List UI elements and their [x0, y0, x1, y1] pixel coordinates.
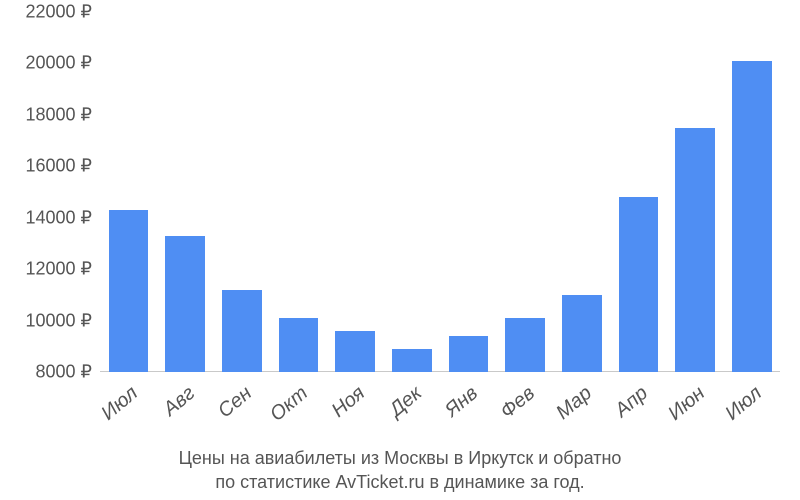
x-tick-label: Мар — [552, 382, 597, 425]
bars-container: ИюлАвгСенОктНояДекЯнвФевМарАпрИюнИюл — [100, 12, 780, 372]
x-tick-label: Июн — [664, 382, 710, 426]
bar — [732, 61, 772, 372]
x-tick-label: Ноя — [328, 382, 370, 423]
chart-caption: Цены на авиабилеты из Москвы в Иркутск и… — [0, 446, 800, 495]
bar — [279, 318, 319, 372]
y-tick-label: 16000 ₽ — [25, 156, 100, 177]
bar-slot: Апр — [610, 12, 667, 372]
x-tick-label: Янв — [441, 382, 483, 422]
x-tick-label: Авг — [159, 382, 200, 421]
y-tick-label: 18000 ₽ — [25, 104, 100, 125]
bar — [165, 236, 205, 372]
bar — [675, 128, 715, 372]
bar-slot: Дек — [383, 12, 440, 372]
x-tick-label: Фев — [496, 382, 539, 424]
bar — [449, 336, 489, 372]
bar-slot: Мар — [553, 12, 610, 372]
price-chart: ИюлАвгСенОктНояДекЯнвФевМарАпрИюнИюл 800… — [0, 0, 800, 500]
caption-line-1: Цены на авиабилеты из Москвы в Иркутск и… — [179, 448, 622, 468]
x-tick-label: Сен — [214, 382, 257, 423]
caption-line-2: по статистике AvTicket.ru в динамике за … — [215, 472, 584, 492]
x-tick-label: Июл — [98, 382, 144, 425]
bar — [335, 331, 375, 372]
x-tick-label: Дек — [385, 382, 426, 422]
bar-slot: Янв — [440, 12, 497, 372]
bar-slot: Июн — [667, 12, 724, 372]
bar-slot: Фев — [497, 12, 554, 372]
bar — [392, 349, 432, 372]
y-tick-label: 10000 ₽ — [25, 310, 100, 331]
x-tick-label: Июл — [721, 382, 767, 425]
y-tick-label: 8000 ₽ — [36, 362, 101, 383]
bar — [222, 290, 262, 372]
y-tick-label: 12000 ₽ — [25, 259, 100, 280]
y-tick-label: 14000 ₽ — [25, 207, 100, 228]
plot-area: ИюлАвгСенОктНояДекЯнвФевМарАпрИюнИюл 800… — [100, 12, 780, 372]
bar-slot: Июл — [100, 12, 157, 372]
bar — [109, 210, 149, 372]
bar — [505, 318, 545, 372]
x-tick-label: Апр — [611, 382, 653, 422]
bar — [619, 197, 659, 372]
bar — [562, 295, 602, 372]
bar-slot: Ноя — [327, 12, 384, 372]
y-tick-label: 22000 ₽ — [25, 2, 100, 23]
y-tick-label: 20000 ₽ — [25, 53, 100, 74]
bar-slot: Июл — [723, 12, 780, 372]
bar-slot: Авг — [157, 12, 214, 372]
bar-slot: Окт — [270, 12, 327, 372]
x-tick-label: Окт — [266, 382, 313, 427]
bar-slot: Сен — [213, 12, 270, 372]
